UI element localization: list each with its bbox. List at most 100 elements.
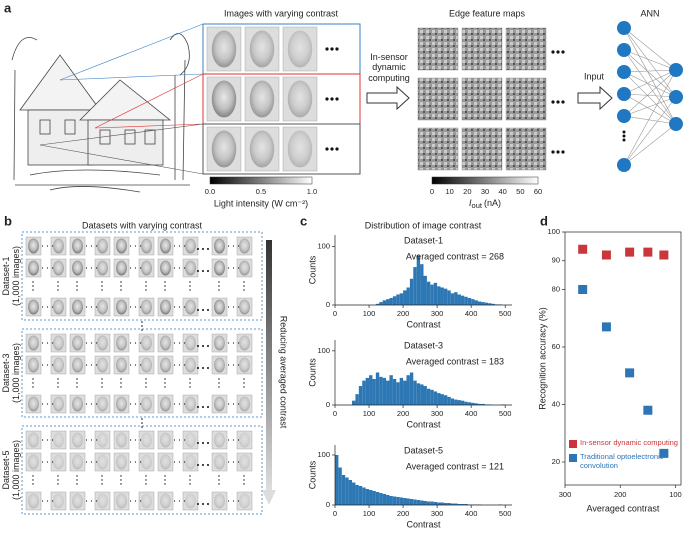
ellipsis-dot — [197, 464, 199, 466]
ellipsis-dot — [85, 364, 88, 366]
edge-map — [505, 127, 547, 171]
face — [116, 396, 127, 412]
bar — [454, 399, 458, 405]
ellipsis-dot — [46, 500, 49, 502]
face — [239, 260, 250, 276]
ellipsis-dot — [189, 483, 191, 485]
ann-edge — [623, 69, 677, 95]
ellipsis-dot — [76, 483, 78, 485]
colorbar-tick-label: 60 — [534, 187, 542, 196]
ellipsis-dot — [32, 281, 34, 283]
ellipsis-dot — [325, 147, 329, 151]
subscript: out — [472, 201, 483, 210]
ellipsis-dot — [141, 329, 143, 331]
ellipsis-dot — [145, 479, 147, 481]
ellipsis-dot — [90, 342, 93, 344]
y-tick-label: 20 — [552, 457, 560, 466]
face — [211, 130, 237, 168]
ellipsis-dot — [218, 382, 220, 384]
face — [72, 493, 83, 509]
ann-node — [669, 117, 683, 131]
ellipsis-dot — [134, 364, 137, 366]
ellipsis-dot — [51, 439, 54, 441]
bar — [426, 388, 431, 405]
ellipsis-dot — [46, 342, 49, 344]
legend-swatch — [569, 454, 577, 462]
panel-b-title: Datasets with varying contrast — [82, 220, 203, 230]
ellipsis-dot — [120, 483, 122, 485]
ellipsis-dot — [76, 285, 78, 287]
face — [28, 432, 39, 448]
ellipsis-dot — [178, 267, 181, 269]
ann-node — [617, 109, 631, 123]
bar — [447, 396, 451, 405]
face — [185, 493, 196, 509]
bar — [372, 491, 376, 505]
bar — [477, 403, 482, 405]
face — [239, 299, 250, 315]
ellipsis-dot — [207, 309, 209, 311]
ellipsis-dot — [76, 475, 78, 477]
ann-edge — [623, 123, 677, 166]
face — [287, 130, 313, 168]
bar — [396, 497, 400, 505]
ellipsis-dot — [76, 378, 78, 380]
ellipsis-dot — [101, 475, 103, 477]
x-tick-label: 500 — [499, 309, 512, 318]
ellipsis-dot — [183, 364, 186, 366]
ellipsis-dot — [101, 382, 103, 384]
ellipsis-dot — [218, 483, 220, 485]
face — [239, 396, 250, 412]
y-tick-label: 100 — [317, 450, 330, 459]
ellipsis-dot — [207, 248, 209, 250]
ellipsis-dot — [90, 500, 93, 502]
ellipsis-dot — [141, 418, 143, 420]
bar — [457, 400, 461, 405]
bar — [348, 480, 353, 505]
bar — [355, 485, 359, 505]
bar — [481, 403, 485, 405]
bar — [409, 372, 414, 405]
bar — [338, 467, 342, 505]
ellipsis-dot — [237, 245, 240, 247]
ellipsis-dot — [90, 245, 93, 247]
ellipsis-dot — [232, 267, 235, 269]
ellipsis-dot — [46, 306, 49, 308]
y-axis-label: Counts — [307, 460, 317, 489]
ellipsis-dot — [41, 500, 44, 502]
bar — [409, 278, 414, 305]
annotation: Averaged contrast = 121 — [406, 461, 504, 471]
face — [116, 299, 127, 315]
annotation: Averaged contrast = 183 — [406, 356, 504, 366]
ellipsis-dot — [90, 439, 93, 441]
face — [97, 357, 108, 373]
face — [72, 238, 83, 254]
ellipsis-dot — [173, 403, 176, 405]
bar — [382, 377, 387, 405]
ann-node — [617, 21, 631, 35]
bar — [345, 477, 349, 505]
dataset-name: Dataset-5 — [1, 450, 11, 489]
ellipsis-dot — [120, 479, 122, 481]
face — [28, 493, 39, 509]
ellipsis-dot — [76, 289, 78, 291]
ellipsis-dot — [139, 245, 142, 247]
ellipsis-dot — [197, 345, 199, 347]
x-tick-label: 200 — [397, 509, 410, 518]
arrow — [366, 85, 410, 111]
face — [53, 432, 64, 448]
dataset-box — [21, 425, 263, 515]
colorbar — [209, 176, 313, 185]
ellipsis-dot — [95, 364, 98, 366]
ellipsis-dot — [218, 475, 220, 477]
y-tick-label: 100 — [317, 242, 330, 251]
bar — [416, 500, 421, 505]
face — [53, 454, 64, 470]
face — [141, 432, 152, 448]
panel-label: a — [4, 0, 12, 15]
ann-edge — [623, 69, 677, 166]
bar — [352, 482, 356, 505]
ellipsis-dot — [90, 306, 93, 308]
bar — [447, 290, 451, 305]
